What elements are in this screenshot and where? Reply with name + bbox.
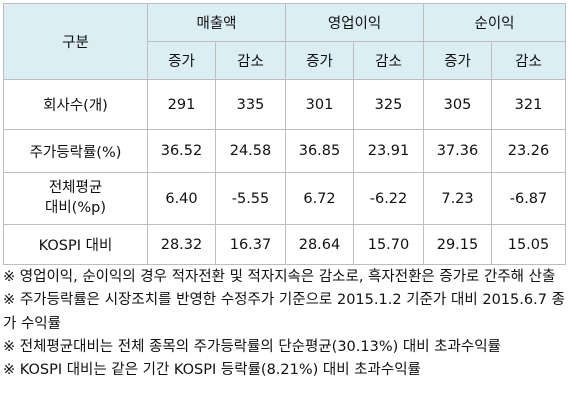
sub-header: 감소 [491, 41, 566, 80]
corner-header: 구분 [3, 3, 148, 80]
sub-header: 증가 [423, 41, 492, 80]
table-cell: 7.23 [423, 172, 492, 225]
table-cell: 6.72 [285, 172, 354, 225]
group-header-revenue: 매출액 [147, 3, 286, 42]
table-cell: 37.36 [423, 129, 492, 173]
group-header-net-profit: 순이익 [423, 3, 566, 42]
table-cell: 335 [215, 79, 286, 130]
footnote: ※ 전체평균대비는 전체 종목의 주가등락률의 단순평균(30.13%) 대비 … [3, 338, 501, 355]
table-cell: 15.70 [353, 224, 424, 265]
table-cell: 321 [491, 79, 566, 130]
table-row: 회사수(개) 291 335 301 325 305 321 [3, 79, 566, 130]
group-header-operating-profit: 영업이익 [285, 3, 424, 42]
footnote: ※ 주가등락률은 시장조치를 반영한 수정주가 기준으로 2015.1.2 기준… [3, 292, 565, 332]
sub-header-row: 증가 감소 증가 감소 증가 감소 [4, 41, 566, 80]
table-row: 주가등락률(%) 36.52 24.58 36.85 23.91 37.36 2… [3, 129, 566, 173]
sub-header: 증가 [147, 41, 216, 80]
table-cell: 15.05 [491, 224, 566, 265]
earnings-stock-return-table: 구분 매출액 영업이익 순이익 증가 감소 증가 감소 증가 감소 회사수(개)… [3, 3, 566, 265]
table-cell: 305 [423, 79, 492, 130]
table-cell: -6.87 [491, 172, 566, 225]
sub-header: 감소 [215, 41, 286, 80]
row-label: 회사수(개) [3, 79, 148, 130]
table-cell: 28.64 [285, 224, 354, 265]
table-cell: -5.55 [215, 172, 286, 225]
content: 구분 매출액 영업이익 순이익 증가 감소 증가 감소 증가 감소 회사수(개)… [3, 3, 566, 382]
table-cell: 29.15 [423, 224, 492, 265]
row-label: KOSPI 대비 [3, 224, 148, 265]
row-label-line: 전체평균 [48, 179, 103, 196]
table-cell: 36.85 [285, 129, 354, 173]
table-cell: 16.37 [215, 224, 286, 265]
table-cell: 325 [353, 79, 424, 130]
table-row: KOSPI 대비 28.32 16.37 28.64 15.70 29.15 1… [3, 224, 566, 265]
table-cell: 291 [147, 79, 216, 130]
table-cell: 23.91 [353, 129, 424, 173]
row-label: 주가등락률(%) [3, 129, 148, 173]
table-cell: -6.22 [353, 172, 424, 225]
footnote: ※ KOSPI 대비는 같은 기간 KOSPI 등락률(8.21%) 대비 초과… [3, 362, 421, 379]
table-cell: 24.58 [215, 129, 286, 173]
table-cell: 36.52 [147, 129, 216, 173]
sub-header: 증가 [285, 41, 354, 80]
group-header-row: 구분 매출액 영업이익 순이익 [3, 3, 566, 80]
footnotes: ※ 영업이익, 순이익의 경우 적자전환 및 적자지속은 감소로, 흑자전환은 … [3, 265, 565, 382]
footnote: ※ 영업이익, 순이익의 경우 적자전환 및 적자지속은 감소로, 흑자전환은 … [3, 269, 556, 285]
table-cell: 28.32 [147, 224, 216, 265]
table-cell: 23.26 [491, 129, 566, 173]
sub-header: 감소 [353, 41, 424, 80]
row-label-line: 대비(%p) [45, 199, 106, 216]
table-cell: 301 [285, 79, 354, 130]
table-cell: 6.40 [147, 172, 216, 225]
